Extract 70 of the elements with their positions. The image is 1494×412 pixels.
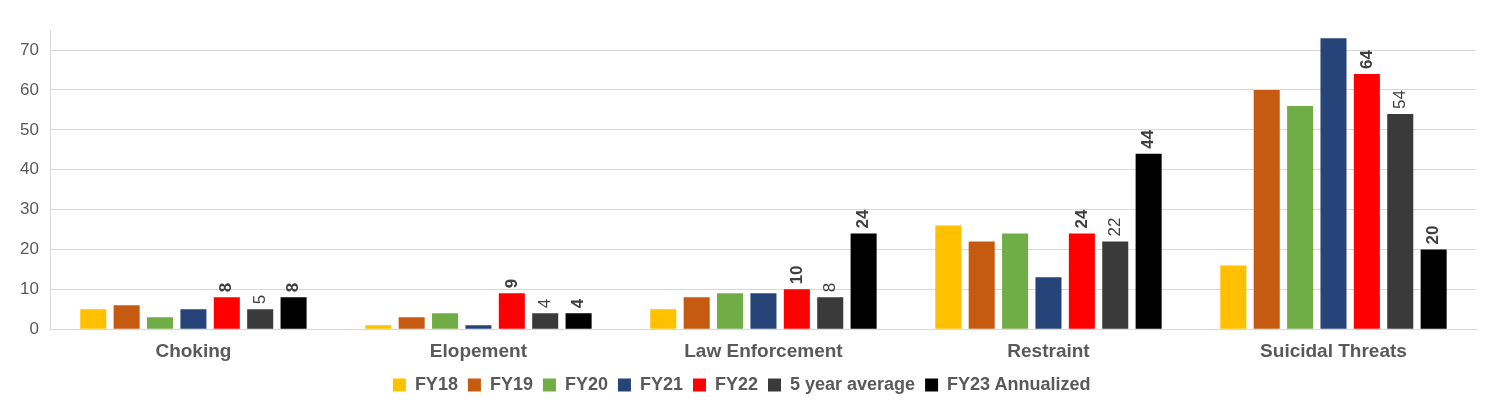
y-tick-label: 10 [19, 279, 39, 299]
data-label: 44 [1138, 129, 1158, 149]
x-tick-label: Elopement [429, 339, 528, 361]
y-tick-label: 40 [19, 159, 39, 179]
y-tick-label: 0 [29, 318, 39, 338]
bar [565, 313, 592, 329]
y-tick-label: 20 [19, 239, 39, 259]
y-tick-label: 50 [19, 119, 39, 139]
bar [1220, 265, 1247, 329]
bar [650, 309, 677, 329]
legend-label: FY21 [639, 373, 683, 394]
data-label: 20 [1423, 225, 1443, 245]
bar [935, 225, 962, 329]
bar [213, 297, 240, 329]
x-tick-label: Choking [155, 339, 232, 361]
y-tick-label: 60 [19, 79, 39, 99]
data-label: 64 [1356, 49, 1376, 70]
legend-label: FY20 [564, 373, 608, 394]
bar [968, 241, 995, 329]
x-tick-label: Suicidal Threats [1260, 339, 1407, 361]
y-tick-label: 70 [19, 39, 39, 59]
bar [817, 297, 844, 329]
data-label: 8 [216, 282, 236, 293]
bar [1068, 233, 1095, 329]
data-label: 8 [819, 282, 839, 293]
legend-label: FY23 Annualized [947, 373, 1091, 394]
bar [1287, 105, 1314, 329]
bar [532, 313, 559, 329]
data-label: 10 [786, 265, 806, 285]
data-label: 8 [283, 282, 303, 293]
legend-label: FY18 [414, 373, 458, 394]
legend-label: FY22 [714, 373, 758, 394]
bar [717, 293, 744, 329]
y-tick-label: 30 [19, 199, 39, 219]
x-tick-label: Law Enforcement [684, 339, 844, 361]
data-label: 4 [568, 298, 588, 309]
bar [365, 325, 392, 329]
bar [1253, 90, 1280, 329]
data-label: 24 [853, 209, 873, 229]
bar [1320, 38, 1347, 329]
bar [247, 309, 274, 329]
data-label: 54 [1389, 90, 1409, 109]
bar [1102, 241, 1129, 329]
data-label: 4 [534, 298, 554, 309]
bar [432, 313, 459, 329]
bar [147, 317, 174, 329]
bar [80, 309, 107, 329]
x-tick-label: Restraint [1007, 339, 1091, 361]
bar [180, 309, 207, 329]
data-label: 9 [501, 278, 521, 289]
bar [465, 325, 492, 329]
bar [683, 297, 710, 329]
bar [498, 293, 525, 329]
data-label: 22 [1104, 217, 1124, 237]
bar [280, 297, 307, 329]
legend-label: FY19 [489, 373, 533, 394]
bar [1387, 113, 1414, 329]
bar [1353, 74, 1380, 329]
bar [1135, 153, 1162, 329]
bar [750, 293, 777, 329]
bar [850, 233, 877, 329]
bar [1002, 233, 1029, 329]
bar [113, 305, 140, 329]
bar [398, 317, 425, 329]
data-label: 5 [249, 294, 269, 305]
bar [783, 289, 810, 329]
data-label: 24 [1071, 209, 1091, 229]
legend-label: 5 year average [789, 373, 916, 394]
bar [1420, 249, 1447, 329]
bar [1035, 277, 1062, 329]
